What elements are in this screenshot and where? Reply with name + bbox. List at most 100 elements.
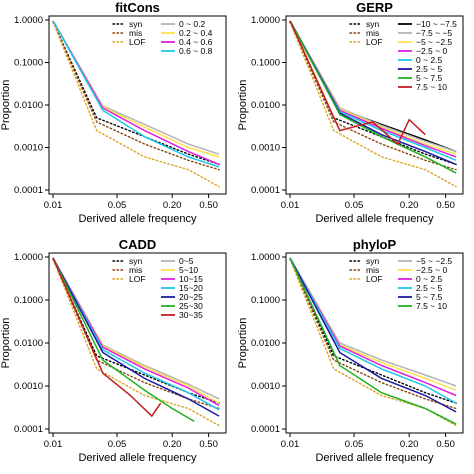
- y-tick-label: 0.1000: [251, 58, 280, 69]
- legend-label: −10 ~ −7.5: [416, 19, 457, 29]
- y-tick-label: 0.0001: [251, 185, 280, 196]
- y-axis-label: Proportion: [0, 318, 12, 369]
- legend-label: 7.5 ~ 10: [416, 82, 447, 92]
- legend-label: 5~10: [179, 265, 198, 275]
- legend-label: 0 ~ 2.5: [416, 55, 443, 65]
- x-tick-label: 0.01: [44, 439, 63, 450]
- y-axis-label: Proportion: [237, 80, 249, 131]
- series-line-4: [289, 257, 457, 413]
- legend-label: −2.5 ~ 0: [416, 46, 447, 56]
- legend-label: 0.2 ~ 0.4: [179, 28, 213, 38]
- legend-label: mis: [129, 28, 142, 38]
- y-axis-label: Proportion: [237, 318, 249, 369]
- panel-title: CADD: [119, 237, 157, 252]
- y-tick-label: 0.1000: [14, 58, 43, 69]
- y-tick-label: 0.1000: [14, 295, 43, 306]
- x-tick-label: 0.01: [281, 200, 300, 211]
- y-tick-label: 0.0001: [14, 185, 43, 196]
- legend-label: 30~35: [179, 310, 203, 320]
- legend-label: −7.5 ~ −5: [416, 28, 452, 38]
- reference-line-LOF: [52, 21, 220, 188]
- x-tick-label: 0.20: [163, 200, 182, 211]
- y-tick-label: 0.0010: [14, 143, 43, 154]
- series-line-2: [289, 257, 457, 397]
- reference-line-mis: [289, 258, 457, 410]
- panel-3: phyloP 1.0000 0.1000 0.0100 0.0010 0.00010.01…: [237, 237, 464, 464]
- y-tick-label: 1.0000: [14, 252, 43, 263]
- series-line-3: [289, 257, 457, 404]
- reference-line-LOF: [52, 258, 220, 427]
- legend-label: LOF: [366, 37, 383, 47]
- reference-line-mis: [289, 21, 457, 171]
- legend-label: 0.6 ~ 0.8: [179, 46, 213, 56]
- legend-label: 5 ~ 7.5: [416, 73, 443, 83]
- legend-label: 7.5 ~ 10: [416, 301, 447, 311]
- y-tick-label: 1.0000: [251, 15, 280, 26]
- panel-title: GERP: [356, 0, 393, 15]
- x-tick-label: 0.50: [436, 439, 455, 450]
- reference-line-LOF: [289, 21, 457, 188]
- y-tick-label: 1.0000: [251, 252, 280, 263]
- series-line-2: [52, 257, 220, 407]
- y-tick-label: 0.0001: [14, 424, 43, 435]
- y-tick-label: 0.0010: [14, 381, 43, 392]
- x-tick-label: 0.20: [400, 439, 419, 450]
- y-tick-label: 0.0100: [14, 100, 43, 111]
- x-axis-label: Derived allele frequency: [78, 213, 197, 225]
- legend-label: syn: [366, 256, 380, 266]
- legend-label: mis: [366, 28, 379, 38]
- legend-label: 0 ~ 0.2: [179, 19, 206, 29]
- y-tick-label: 0.0001: [251, 424, 280, 435]
- legend-label: 20~25: [179, 292, 203, 302]
- reference-line-mis: [52, 21, 220, 171]
- reference-line-syn: [289, 258, 457, 404]
- x-tick-label: 0.50: [199, 439, 218, 450]
- legend-label: −2.5 ~ 0: [416, 265, 447, 275]
- x-tick-label: 0.05: [345, 439, 364, 450]
- x-tick-label: 0.05: [345, 200, 364, 211]
- legend-label: LOF: [129, 37, 146, 47]
- panel-title: fitCons: [115, 0, 160, 15]
- legend-label: 0.4 ~ 0.6: [179, 37, 213, 47]
- legend-label: LOF: [366, 274, 383, 284]
- panel-title: phyloP: [353, 237, 397, 252]
- legend-label: syn: [129, 256, 143, 266]
- y-tick-label: 0.0100: [251, 338, 280, 349]
- series-line-5: [289, 257, 457, 425]
- legend-label: 0 ~ 2.5: [416, 274, 443, 284]
- series-line-7: [289, 20, 426, 146]
- x-tick-label: 0.20: [163, 439, 182, 450]
- y-axis-label: Proportion: [0, 80, 12, 131]
- legend-label: 15~20: [179, 283, 203, 293]
- series-line-3: [52, 257, 220, 411]
- x-axis-label: Derived allele frequency: [315, 213, 434, 225]
- legend-label: syn: [129, 19, 143, 29]
- legend-label: −5 ~ −2.5: [416, 37, 452, 47]
- x-axis-label: Derived allele frequency: [315, 452, 434, 464]
- y-tick-label: 0.0100: [251, 100, 280, 111]
- series-line-3: [52, 20, 220, 168]
- legend-label: 25~30: [179, 301, 203, 311]
- series-line-6: [289, 20, 457, 174]
- x-tick-label: 0.50: [199, 200, 218, 211]
- legend-label: 0~5: [179, 256, 194, 266]
- legend-label: 2.5 ~ 5: [416, 283, 443, 293]
- x-axis-label: Derived allele frequency: [78, 452, 197, 464]
- y-tick-label: 1.0000: [14, 15, 43, 26]
- y-tick-label: 0.0010: [251, 143, 280, 154]
- legend-label: 5 ~ 7.5: [416, 292, 443, 302]
- y-tick-label: 0.1000: [251, 295, 280, 306]
- series-line-6: [52, 257, 162, 418]
- legend-label: LOF: [129, 274, 146, 284]
- x-tick-label: 0.05: [108, 200, 127, 211]
- y-tick-label: 0.0010: [251, 381, 280, 392]
- series-line-5: [52, 257, 195, 423]
- legend-label: mis: [129, 265, 142, 275]
- panel-0: fitCons 1.0000 0.1000 0.0100 0.0010 0.0001 0.0…: [0, 0, 227, 225]
- reference-line-syn: [52, 258, 220, 404]
- legend-label: syn: [366, 19, 380, 29]
- legend-label: −5 ~ −2.5: [416, 256, 452, 266]
- y-tick-label: 0.0100: [14, 338, 43, 349]
